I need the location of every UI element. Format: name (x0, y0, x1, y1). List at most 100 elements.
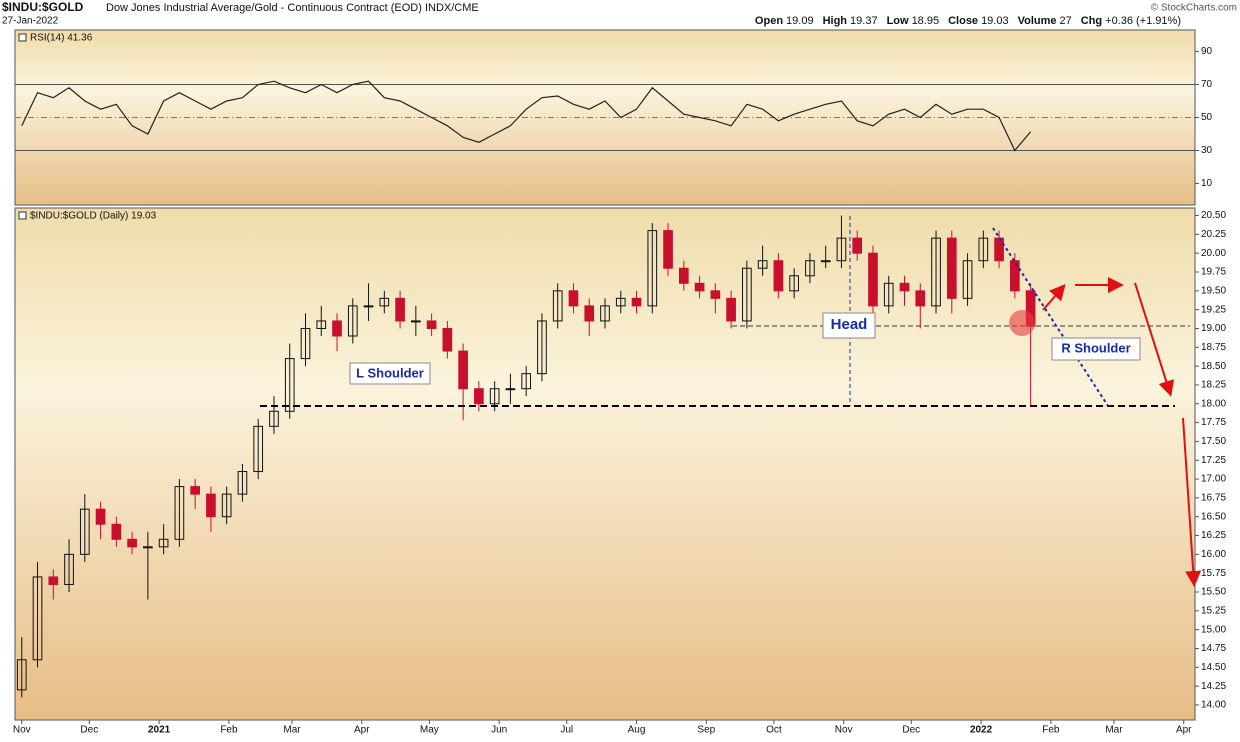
candle-body (143, 546, 153, 549)
candle-body (79, 508, 90, 555)
candle-body (505, 388, 516, 391)
x-tick-label: Nov (835, 725, 853, 736)
candle-body (726, 297, 736, 322)
panel-title: RSI(14) 41.36 (30, 33, 93, 44)
label-box (349, 362, 431, 385)
candle-body (694, 282, 705, 292)
trend-line (992, 227, 1109, 407)
candle-body (584, 305, 595, 322)
y-tick-label: 19.25 (1201, 304, 1226, 315)
candle-body (221, 493, 232, 518)
x-tick-label: Apr (1176, 725, 1192, 736)
x-tick-label: Oct (766, 725, 782, 736)
candle-body (600, 305, 610, 322)
y-tick-label: 20.50 (1201, 210, 1226, 221)
symbol: $INDU:$GOLD (2, 0, 84, 14)
candle-body (411, 320, 421, 323)
y-tick-label: 17.25 (1201, 455, 1226, 466)
candle-body (915, 290, 926, 307)
candle-body (805, 260, 815, 277)
candle-body (95, 508, 106, 525)
x-tick-label: 2021 (148, 725, 171, 736)
y-tick-label: 15.75 (1201, 568, 1226, 579)
x-tick-label: Feb (220, 725, 238, 736)
x-tick-label: Mar (1105, 725, 1123, 736)
candle-body (568, 290, 579, 307)
arrow (1182, 417, 1202, 587)
candle-body (458, 350, 468, 390)
candle-body (269, 410, 279, 427)
quote-value: 19.37 (850, 15, 878, 27)
y-tick-label: 16.50 (1201, 511, 1226, 522)
quote-value: 19.09 (786, 15, 814, 27)
quote-label: Open (755, 15, 783, 27)
candle-body (931, 237, 941, 307)
head-label: Head (831, 316, 868, 333)
credit: © StockCharts.com (1151, 3, 1237, 14)
x-tick-label: Apr (354, 725, 370, 736)
x-tick-label: Sep (697, 725, 715, 736)
candle-body (32, 576, 43, 661)
y-tick-label: 18.50 (1201, 361, 1226, 372)
candle-body (174, 486, 185, 540)
candle-body (994, 237, 1004, 262)
candle-body (111, 523, 122, 540)
quote-label: High (823, 15, 848, 27)
y-tick-label: 70 (1201, 79, 1213, 90)
candle-body (899, 282, 910, 292)
candle-body (868, 252, 878, 307)
candle-body (332, 320, 342, 337)
x-tick-label: 2022 (970, 725, 993, 736)
y-tick-label: 50 (1201, 112, 1213, 123)
candle-body (820, 260, 831, 263)
candle-body (537, 320, 547, 375)
candle-body (521, 373, 532, 390)
y-tick-label: 19.75 (1201, 267, 1226, 278)
y-tick-label: 17.75 (1201, 417, 1226, 428)
y-tick-label: 14.75 (1201, 643, 1226, 654)
quote-value: +0.36 (+1.91%) (1105, 15, 1181, 27)
x-tick-label: Nov (13, 725, 31, 736)
title-icon (18, 211, 27, 220)
candle-body (190, 486, 200, 495)
candle-body (206, 493, 216, 518)
y-tick-label: 17.50 (1201, 436, 1226, 447)
candle-body (442, 327, 453, 352)
candle-body (678, 267, 689, 284)
candle-body (316, 320, 327, 329)
quote-label: Volume (1018, 15, 1057, 27)
description: Dow Jones Industrial Average/Gold - Cont… (106, 2, 479, 14)
y-tick-label: 18.25 (1201, 380, 1226, 391)
arrow (1042, 283, 1066, 311)
y-tick-label: 19.50 (1201, 285, 1226, 296)
candle-body (363, 305, 374, 308)
y-tick-label: 16.25 (1201, 530, 1226, 541)
y-tick-label: 90 (1201, 46, 1213, 57)
x-tick-label: Mar (283, 725, 301, 736)
quote-value: 19.03 (981, 15, 1009, 27)
candle-body (789, 275, 799, 292)
candle-body (489, 388, 500, 405)
candle-body (127, 538, 137, 548)
y-tick-label: 19.00 (1201, 323, 1226, 334)
panel-title: $INDU:$GOLD (Daily) 19.03 (30, 211, 157, 222)
y-tick-label: 20.25 (1201, 229, 1226, 240)
candle-body (742, 267, 752, 322)
quote-value: 27 (1060, 15, 1072, 27)
candle-body (395, 297, 405, 322)
candle-body (237, 471, 248, 495)
candle-body (773, 260, 784, 292)
candle-body (158, 538, 169, 548)
y-tick-label: 15.25 (1201, 605, 1226, 616)
candle-body (615, 297, 626, 307)
y-tick-label: 15.50 (1201, 587, 1226, 598)
candle-body (48, 576, 59, 585)
candle-body (946, 237, 957, 299)
quote-value: 18.95 (912, 15, 940, 27)
y-tick-label: 16.00 (1201, 549, 1226, 560)
quote-label: Low (887, 15, 909, 27)
x-tick-label: Jun (491, 725, 507, 736)
right-shoulder-label: R Shoulder (1061, 340, 1130, 355)
y-tick-label: 17.00 (1201, 474, 1226, 485)
